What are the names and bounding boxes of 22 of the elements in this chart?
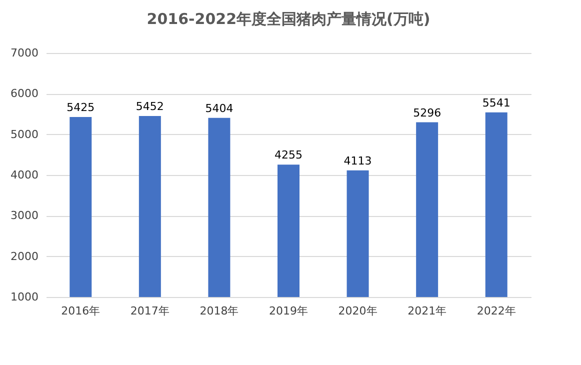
chart-title: 2016-2022年度全国猪肉产量情况(万吨) xyxy=(146,10,430,28)
data-label: 5404 xyxy=(205,102,234,115)
x-tick-label: 2016年 xyxy=(61,304,100,318)
data-label: 4113 xyxy=(344,154,372,168)
y-tick-label: 5000 xyxy=(10,128,38,141)
y-tick-label: 2000 xyxy=(10,250,38,263)
y-tick-label: 7000 xyxy=(10,46,38,60)
x-tick-label: 2018年 xyxy=(200,304,239,318)
y-tick-label: 6000 xyxy=(10,87,38,100)
x-tick-label: 2021年 xyxy=(408,304,447,318)
x-tick-label: 2019年 xyxy=(269,304,308,318)
y-tick-label: 4000 xyxy=(10,168,38,182)
data-label: 5296 xyxy=(413,106,442,120)
x-tick-label: 2017年 xyxy=(130,304,170,318)
y-tick-label: 1000 xyxy=(10,290,38,304)
data-label: 5425 xyxy=(66,101,95,114)
x-tick-label: 2022年 xyxy=(476,304,516,318)
y-tick-label: 3000 xyxy=(10,209,38,222)
x-tick-label: 2020年 xyxy=(338,304,378,318)
data-label: 4255 xyxy=(274,148,302,162)
data-label: 5541 xyxy=(482,96,510,110)
data-label: 5452 xyxy=(136,100,164,113)
